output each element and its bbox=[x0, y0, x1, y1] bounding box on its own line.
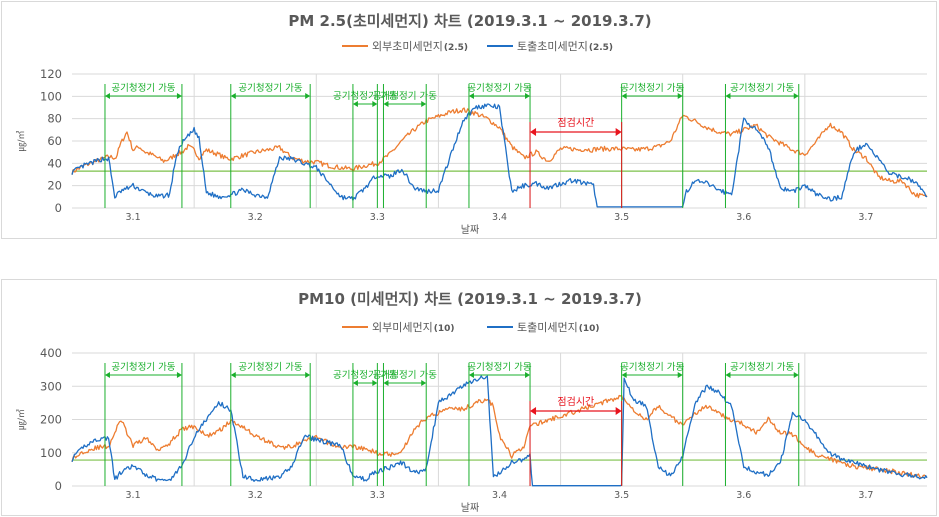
maintenance-label: 점검시간 bbox=[557, 117, 594, 129]
x-tick-label: 3.2 bbox=[248, 490, 263, 501]
arrow-head-right bbox=[372, 380, 378, 386]
arrow-head-right bbox=[677, 372, 683, 378]
arrow-head-right bbox=[176, 372, 182, 378]
x-tick-label: 3.2 bbox=[248, 212, 263, 223]
arrow-head-left bbox=[383, 101, 389, 107]
y-tick-label: 40 bbox=[47, 156, 62, 170]
x-axis-label: 날짜 bbox=[461, 502, 479, 514]
arrow-head-right bbox=[793, 372, 799, 378]
arrow-head-right bbox=[615, 407, 622, 415]
x-tick-label: 3.6 bbox=[736, 212, 751, 223]
legend-suffix: (10) bbox=[434, 324, 455, 334]
arrow-head-left bbox=[621, 93, 627, 99]
x-tick-label: 3.3 bbox=[370, 212, 385, 223]
y-tick-label: 0 bbox=[55, 479, 62, 493]
x-tick-label: 3.4 bbox=[492, 212, 507, 223]
chart-title: PM10 (미세먼지) 차트 (2019.3.1 ~ 2019.3.7) bbox=[298, 290, 642, 308]
chart-title: PM 2.5(초미세먼지) 차트 (2019.3.1 ~ 2019.3.7) bbox=[288, 12, 651, 30]
arrow-head-left bbox=[468, 93, 474, 99]
purifier-label: 공기청정기 가동 bbox=[467, 362, 531, 373]
arrow-head-right bbox=[421, 380, 427, 386]
arrow-head-right bbox=[677, 93, 683, 99]
x-tick-label: 3.6 bbox=[736, 490, 751, 501]
purifier-label: 공기청정기 가동 bbox=[730, 83, 794, 94]
legend-label: 외부미세먼지 bbox=[372, 321, 433, 334]
x-axis-label: 날짜 bbox=[461, 224, 479, 236]
x-tick-label: 3.7 bbox=[858, 490, 873, 501]
arrow-head-left bbox=[468, 372, 474, 378]
x-tick-label: 3.1 bbox=[126, 490, 141, 501]
purifier-label: 공기청정기 가동 bbox=[373, 91, 437, 102]
x-tick-label: 3.5 bbox=[614, 490, 629, 501]
legend-suffix: (2.5) bbox=[589, 43, 613, 53]
arrow-head-left bbox=[621, 372, 627, 378]
y-tick-label: 0 bbox=[55, 201, 62, 215]
purifier-label: 공기청정기 가동 bbox=[467, 83, 531, 94]
arrow-head-left bbox=[383, 380, 389, 386]
y-tick-label: 200 bbox=[40, 413, 62, 427]
pm25-chart: PM 2.5(초미세먼지) 차트 (2019.3.1 ~ 2019.3.7) 0 2… bbox=[16, 12, 928, 236]
arrow-head-right bbox=[176, 93, 182, 99]
legend-label: 외부초미세먼지 bbox=[372, 40, 443, 53]
arrow-head-left bbox=[104, 372, 110, 378]
purifier-label: 공기청정기 가동 bbox=[373, 370, 437, 381]
pm25-chart-panel: PM 2.5(초미세먼지) 차트 (2019.3.1 ~ 2019.3.7) 0 2… bbox=[1, 1, 937, 239]
arrow-head-left bbox=[352, 380, 358, 386]
x-tick-label: 3.5 bbox=[614, 212, 629, 223]
series-line-outdoor bbox=[71, 394, 928, 479]
series-line-outlet bbox=[71, 103, 928, 208]
purifier-label: 공기청정기 가동 bbox=[111, 83, 175, 94]
purifier-label: 공기청정기 가동 bbox=[238, 362, 302, 373]
arrow-head-right bbox=[305, 93, 311, 99]
y-tick-label: 300 bbox=[40, 379, 62, 393]
y-tick-label: 80 bbox=[47, 112, 62, 126]
arrow-head-left bbox=[230, 93, 236, 99]
pm10-chart-panel: PM10 (미세먼지) 차트 (2019.3.1 ~ 2019.3.7) 0 100… bbox=[1, 279, 937, 516]
arrow-head-left bbox=[530, 128, 537, 136]
y-tick-label: 100 bbox=[40, 89, 62, 103]
x-tick-label: 3.3 bbox=[370, 490, 385, 501]
purifier-label: 공기청정기 가동 bbox=[333, 370, 397, 381]
purifier-label: 공기청정기 가동 bbox=[730, 362, 794, 373]
y-tick-label: 120 bbox=[40, 67, 62, 81]
legend-suffix: (10) bbox=[579, 324, 600, 334]
y-tick-label: 20 bbox=[47, 179, 62, 193]
arrow-head-right bbox=[793, 93, 799, 99]
arrow-head-right bbox=[525, 93, 531, 99]
arrow-head-left bbox=[352, 101, 358, 107]
arrow-head-left bbox=[725, 93, 731, 99]
legend-label: 토출초미세먼지 bbox=[517, 40, 588, 53]
series-line-outdoor bbox=[71, 107, 928, 199]
arrow-head-left bbox=[104, 93, 110, 99]
legend-suffix: (2.5) bbox=[444, 43, 468, 53]
x-tick-label: 3.4 bbox=[492, 490, 507, 501]
series-line-outlet bbox=[71, 375, 928, 487]
purifier-label: 공기청정기 가동 bbox=[333, 91, 397, 102]
maintenance-label: 점검시간 bbox=[557, 396, 594, 408]
arrow-head-right bbox=[372, 101, 378, 107]
y-axis-label: ㎍/㎥ bbox=[16, 409, 27, 430]
purifier-label: 공기청정기 가동 bbox=[620, 362, 684, 373]
y-tick-label: 100 bbox=[40, 446, 62, 460]
x-tick-label: 3.7 bbox=[858, 212, 873, 223]
purifier-label: 공기청정기 가동 bbox=[111, 362, 175, 373]
legend-label: 토출미세먼지 bbox=[517, 321, 578, 334]
y-tick-label: 60 bbox=[47, 134, 62, 148]
arrow-head-left bbox=[530, 407, 537, 415]
y-axis-label: ㎍/㎥ bbox=[16, 130, 27, 151]
purifier-label: 공기청정기 가동 bbox=[620, 83, 684, 94]
arrow-head-left bbox=[230, 372, 236, 378]
arrow-head-right bbox=[421, 101, 427, 107]
arrow-head-left bbox=[725, 372, 731, 378]
arrow-head-right bbox=[615, 128, 622, 136]
purifier-label: 공기청정기 가동 bbox=[238, 83, 302, 94]
arrow-head-right bbox=[305, 372, 311, 378]
pm10-chart: PM10 (미세먼지) 차트 (2019.3.1 ~ 2019.3.7) 0 100… bbox=[16, 290, 928, 514]
x-tick-label: 3.1 bbox=[126, 212, 141, 223]
arrow-head-right bbox=[525, 372, 531, 378]
y-tick-label: 400 bbox=[40, 346, 62, 360]
